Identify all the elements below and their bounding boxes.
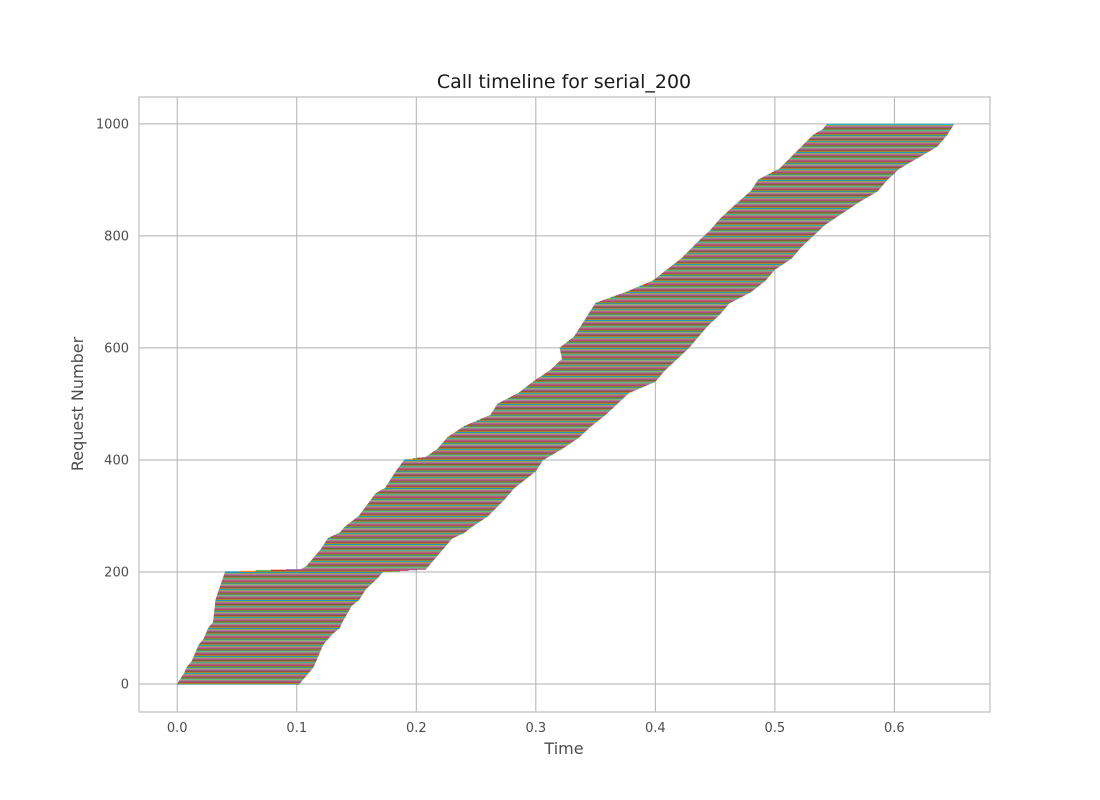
y-tick-label: 0 [121, 677, 129, 692]
request-bars [177, 123, 954, 685]
y-axis-label: Request Number [68, 336, 87, 471]
y-tick-label: 600 [104, 341, 129, 356]
chart-title: Call timeline for serial_200 [437, 71, 691, 93]
y-tick-label: 400 [104, 453, 129, 468]
x-tick-label: 0.1 [286, 721, 307, 736]
request-bar [826, 123, 954, 126]
x-tick-label: 0.3 [525, 721, 546, 736]
y-tick-label: 800 [104, 229, 129, 244]
x-tick-label: 0.4 [645, 721, 666, 736]
y-tick-label: 1000 [96, 117, 129, 132]
y-tick-label: 200 [104, 565, 129, 580]
x-axis-ticks: 0.0 0.1 0.2 0.3 0.4 0.5 0.6 [167, 721, 905, 736]
x-tick-label: 0.0 [167, 721, 188, 736]
x-tick-label: 0.5 [765, 721, 786, 736]
x-axis-label: Time [543, 739, 583, 758]
y-axis-ticks: 0 200 400 600 800 1000 [96, 117, 129, 692]
x-tick-label: 0.2 [406, 721, 427, 736]
x-tick-label: 0.6 [884, 721, 905, 736]
plot-frame [138, 96, 991, 713]
